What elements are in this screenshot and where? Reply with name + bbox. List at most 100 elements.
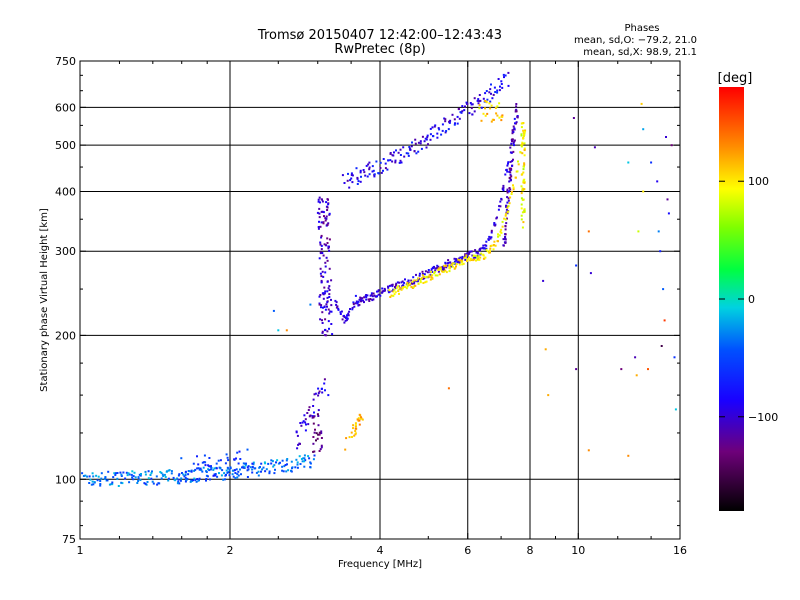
data-point	[324, 265, 327, 268]
data-point	[354, 422, 357, 425]
data-point	[351, 436, 353, 438]
data-point	[321, 330, 324, 333]
data-point	[512, 125, 515, 128]
data-point	[352, 301, 355, 304]
data-point	[96, 479, 99, 482]
data-point	[91, 480, 94, 483]
data-point	[522, 181, 525, 184]
data-point	[417, 277, 420, 280]
data-point	[497, 240, 499, 243]
data-point	[490, 83, 492, 86]
data-point	[374, 295, 377, 298]
data-point	[347, 314, 350, 317]
data-point	[408, 147, 411, 150]
data-point	[224, 462, 227, 465]
data-point	[457, 258, 460, 261]
data-point	[492, 118, 495, 121]
data-point	[116, 472, 119, 474]
data-point	[295, 458, 298, 461]
data-point	[140, 473, 142, 475]
data-point	[499, 85, 501, 88]
data-point	[656, 180, 659, 183]
data-point	[106, 479, 109, 482]
data-point	[247, 465, 250, 468]
data-point	[190, 469, 193, 472]
data-point	[667, 212, 670, 215]
data-point	[241, 466, 243, 469]
data-point	[97, 475, 100, 478]
data-point	[318, 431, 321, 434]
data-point	[502, 73, 505, 76]
data-point	[319, 267, 322, 270]
data-point	[350, 431, 353, 434]
data-point	[414, 142, 417, 145]
data-point	[498, 89, 501, 92]
data-point	[318, 433, 321, 436]
data-point	[318, 207, 321, 210]
data-point	[470, 107, 473, 110]
data-point	[417, 150, 420, 153]
data-point	[286, 463, 288, 466]
data-point	[455, 265, 457, 268]
data-point	[389, 296, 392, 298]
data-point	[356, 176, 359, 179]
data-point	[167, 469, 170, 472]
data-point	[190, 479, 193, 482]
data-point	[411, 141, 413, 144]
data-point	[321, 322, 324, 324]
data-point	[317, 227, 320, 230]
data-point	[337, 308, 340, 311]
data-point	[204, 461, 207, 464]
data-point	[480, 252, 483, 255]
data-point	[108, 483, 111, 486]
data-point	[137, 480, 140, 482]
data-point	[144, 482, 147, 485]
data-point	[193, 469, 196, 472]
data-point	[480, 106, 483, 109]
data-point	[326, 290, 329, 293]
data-point	[510, 151, 513, 154]
data-point	[406, 285, 409, 288]
data-point	[319, 243, 322, 246]
data-point	[485, 248, 488, 251]
data-point	[444, 261, 447, 264]
data-point	[313, 450, 316, 453]
data-point	[650, 161, 653, 164]
data-point	[544, 348, 547, 351]
data-point	[228, 469, 231, 472]
data-point	[474, 249, 477, 252]
data-point	[415, 279, 418, 282]
data-point	[354, 424, 357, 427]
data-point	[319, 241, 322, 244]
data-point	[317, 387, 320, 390]
data-point	[447, 259, 450, 262]
data-point	[194, 479, 197, 482]
data-point	[126, 474, 129, 477]
chart-title: Tromsø 20150407 12:42:00–12:43:43	[257, 28, 502, 43]
data-point	[322, 221, 325, 224]
data-point	[486, 98, 489, 101]
data-point	[410, 282, 413, 285]
y-tick-label: 400	[55, 185, 76, 198]
data-point	[666, 198, 669, 201]
data-point	[252, 461, 255, 464]
data-point	[470, 259, 473, 261]
data-point	[257, 470, 260, 473]
data-point	[353, 305, 356, 308]
data-point	[490, 236, 493, 239]
data-point	[313, 411, 315, 414]
data-point	[320, 248, 323, 251]
data-point	[235, 468, 238, 471]
data-point	[512, 184, 514, 187]
data-point	[86, 475, 89, 478]
data-point	[229, 466, 232, 469]
data-point	[359, 171, 362, 174]
data-point	[167, 479, 170, 482]
data-point	[475, 251, 478, 254]
data-point	[285, 459, 288, 462]
data-point	[510, 142, 513, 145]
data-point	[296, 463, 299, 466]
data-point	[324, 261, 327, 264]
data-point	[343, 321, 346, 324]
data-point	[381, 290, 384, 293]
